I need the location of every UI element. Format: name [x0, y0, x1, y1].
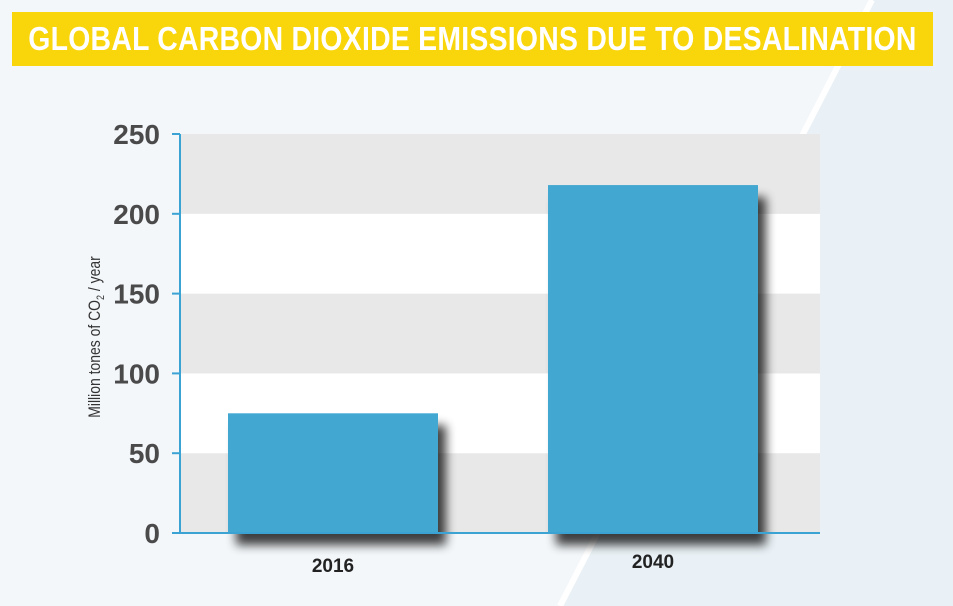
y-axis-label-main: Million tones of CO	[84, 299, 104, 418]
axes	[172, 133, 820, 534]
bar-2040	[548, 185, 758, 533]
x-tick-labels: 2016 2040	[312, 552, 674, 577]
y-tick-label: 100	[113, 358, 160, 389]
y-tick-label: 250	[113, 119, 160, 150]
x-tick-label: 2040	[632, 552, 674, 573]
bar-2016	[228, 413, 438, 533]
y-tick-labels: 0 50 100 150 200 250	[113, 119, 160, 549]
y-tick-label: 150	[113, 279, 160, 310]
y-tick-label: 200	[113, 199, 160, 230]
title-banner: GLOBAL CARBON DIOXIDE EMISSIONS DUE TO D…	[12, 12, 933, 66]
y-axis-label-unit: / year	[84, 256, 104, 295]
x-tick-label: 2016	[312, 556, 354, 577]
y-axis-label-subscript: 2	[95, 294, 108, 300]
bars	[228, 185, 758, 533]
y-tick-label: 0	[144, 518, 160, 549]
chart-title: GLOBAL CARBON DIOXIDE EMISSIONS DUE TO D…	[28, 20, 917, 57]
y-tick-label: 50	[129, 438, 160, 469]
